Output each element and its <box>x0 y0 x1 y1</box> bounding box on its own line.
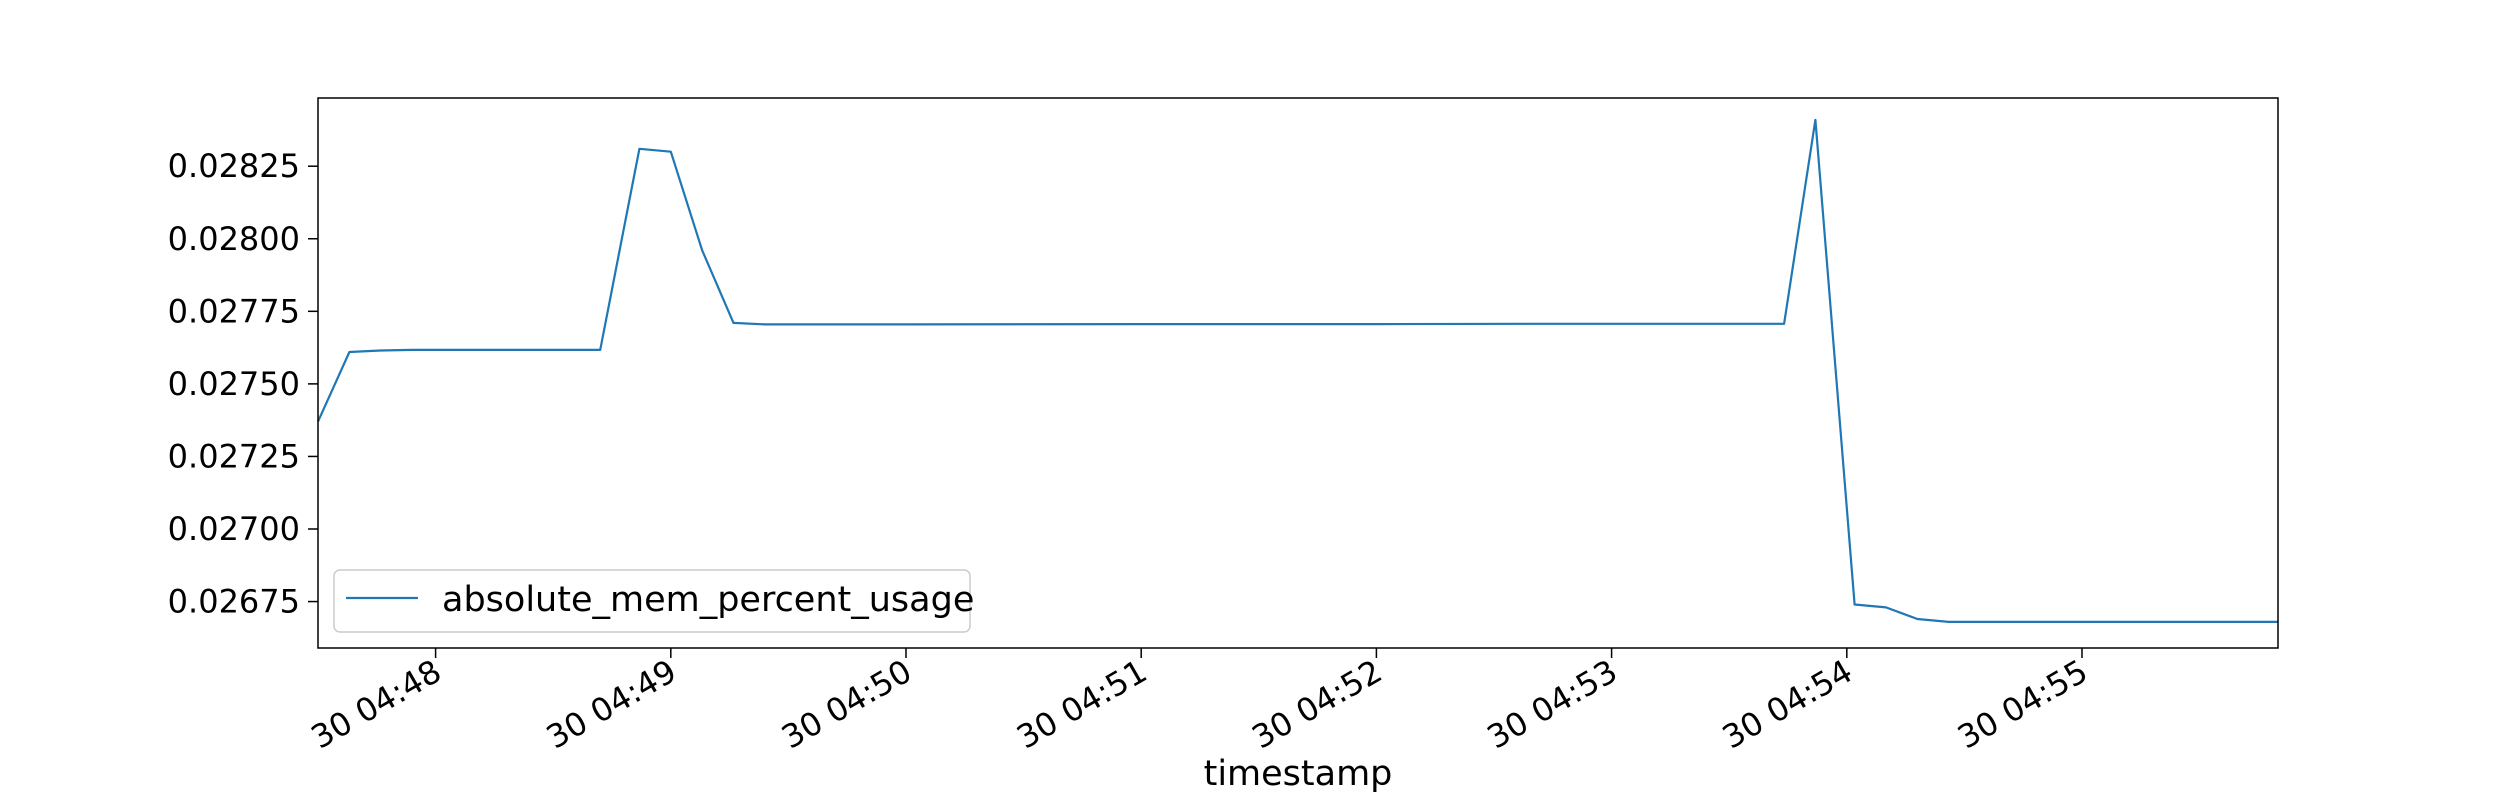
x-tick-label: 30 04:52 <box>1245 652 1388 756</box>
y-tick-label: 0.02800 <box>168 220 300 258</box>
series-layer <box>316 118 2278 624</box>
y-tick-label: 0.02775 <box>168 292 300 330</box>
x-tick-label: 30 04:51 <box>1010 652 1153 756</box>
x-axis-label: timestamp <box>1204 754 1393 794</box>
legend: absolute_mem_percent_usage <box>333 569 974 633</box>
x-tick-label: 30 04:55 <box>1951 652 2094 756</box>
y-tick-label: 0.02700 <box>168 510 300 548</box>
x-tick-label: 30 04:49 <box>540 652 683 756</box>
x-tick-label: 30 04:50 <box>775 652 918 756</box>
y-tick-label: 0.02825 <box>168 147 300 185</box>
x-tick-label: 30 04:48 <box>305 652 448 756</box>
x-tick-label: 30 04:54 <box>1716 652 1859 756</box>
x-axis: 30 04:48 30 04:49 30 04:50 30 04:51 30 04:52… <box>305 648 2094 756</box>
y-axis: 0.02675 0.02700 0.02725 0.02750 0.02775 0.028… <box>168 147 318 621</box>
y-tick-label: 0.02675 <box>168 583 300 621</box>
y-tick-label: 0.02725 <box>168 437 300 475</box>
series-line <box>316 118 2278 624</box>
legend-box <box>333 569 971 633</box>
legend-label: absolute_mem_percent_usage <box>442 580 974 620</box>
y-tick-label: 0.02750 <box>168 365 300 403</box>
x-tick-label: 30 04:53 <box>1481 652 1624 756</box>
plot-frame <box>317 97 2279 649</box>
